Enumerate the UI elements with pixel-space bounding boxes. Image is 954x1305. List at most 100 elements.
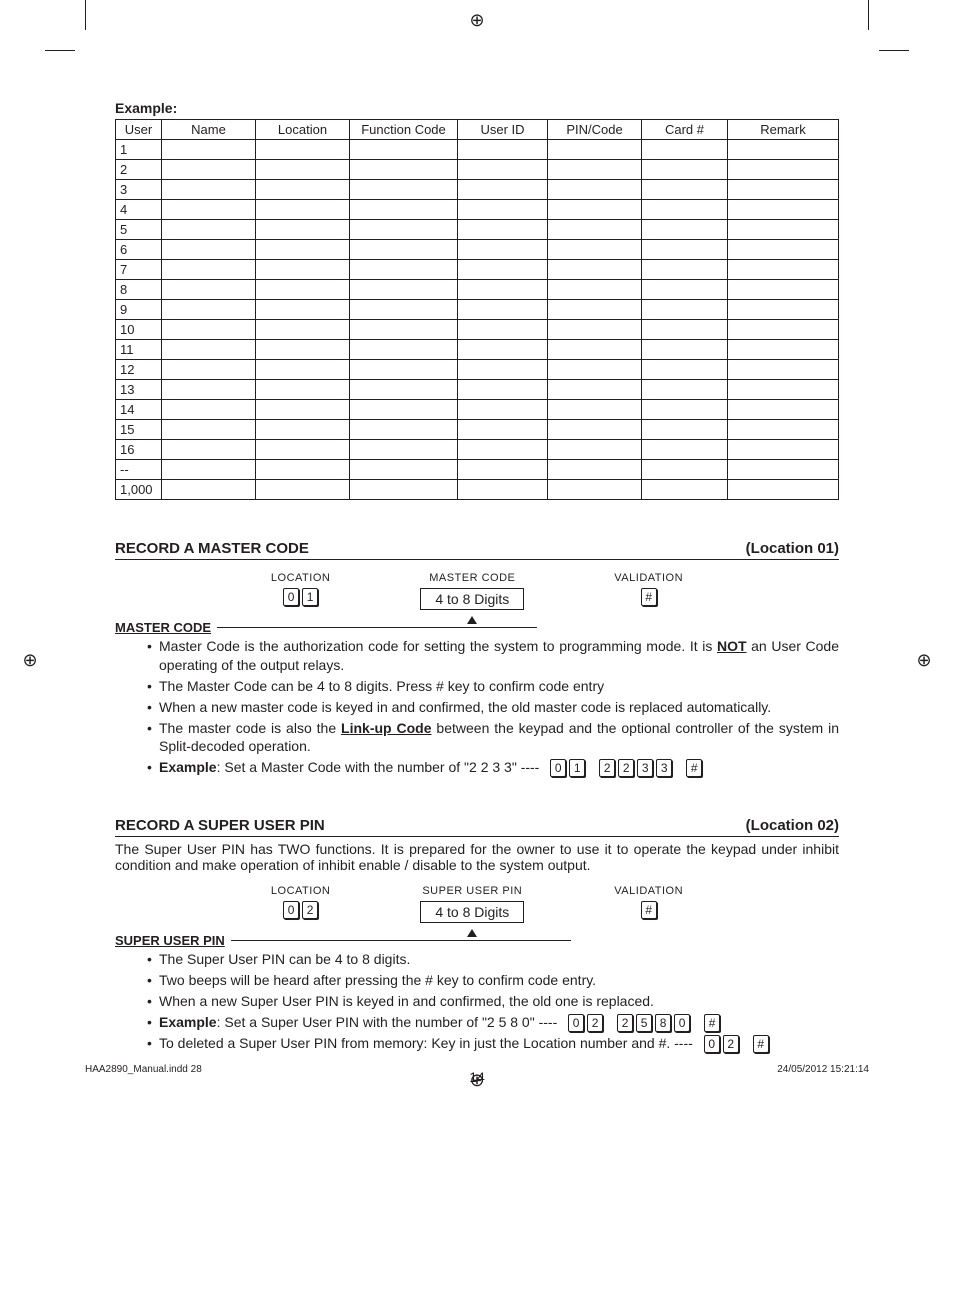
table-row: 4 (116, 200, 839, 220)
section-title-text: RECORD A SUPER USER PIN (115, 817, 325, 834)
table-cell (642, 140, 728, 160)
super-user-bullets: The Super User PIN can be 4 to 8 digits.… (115, 950, 839, 1053)
table-cell (350, 360, 458, 380)
section2-intro: The Super User PIN has TWO functions. It… (115, 841, 839, 873)
crop-mark (45, 50, 75, 51)
diag-label-mastercode: MASTER CODE (429, 572, 515, 584)
table-cell (728, 300, 839, 320)
table-cell (728, 400, 839, 420)
bullet-item: When a new Super User PIN is keyed in an… (147, 992, 839, 1011)
table-cell (642, 360, 728, 380)
table-cell (548, 180, 642, 200)
table-cell (350, 220, 458, 240)
keypad-key: 2 (302, 901, 318, 919)
table-cell (458, 460, 548, 480)
table-cell (350, 280, 458, 300)
footer: HAA2890_Manual.indd 28 24/05/2012 15:21:… (0, 1064, 954, 1075)
table-cell (458, 140, 548, 160)
table-cell (458, 200, 548, 220)
table-cell (256, 420, 350, 440)
table-cell (548, 380, 642, 400)
diag-label-superuserpin: SUPER USER PIN (422, 885, 522, 897)
table-cell (642, 160, 728, 180)
key-hash: # (641, 588, 657, 606)
keypad-key: # (704, 1014, 720, 1032)
table-cell (642, 440, 728, 460)
key-hash: # (641, 901, 657, 919)
table-row: 1,000 (116, 480, 839, 500)
table-cell: 6 (116, 240, 162, 260)
table-cell (458, 420, 548, 440)
table-row: 14 (116, 400, 839, 420)
crop-mark (868, 0, 869, 30)
table-cell (458, 380, 548, 400)
table-cell (548, 280, 642, 300)
table-cell (256, 220, 350, 240)
table-cell (728, 200, 839, 220)
table-cell: 9 (116, 300, 162, 320)
table-cell (728, 140, 839, 160)
table-cell (458, 480, 548, 500)
table-cell (350, 320, 458, 340)
table-cell (162, 480, 256, 500)
table-cell (642, 460, 728, 480)
table-cell (642, 400, 728, 420)
table-cell: -- (116, 460, 162, 480)
keypad-key: 2 (618, 759, 634, 777)
table-cell (162, 200, 256, 220)
table-cell (256, 320, 350, 340)
table-cell: 1 (116, 140, 162, 160)
keypad-key: 3 (656, 759, 672, 777)
keypad-key: 0 (674, 1014, 690, 1032)
table-cell (642, 480, 728, 500)
crop-mark (879, 50, 909, 51)
table-cell (642, 200, 728, 220)
table-cell (350, 480, 458, 500)
table-row: 3 (116, 180, 839, 200)
table-cell (256, 480, 350, 500)
table-cell (642, 340, 728, 360)
table-cell (162, 380, 256, 400)
table-cell (728, 460, 839, 480)
registration-mark-icon: ⊕ (914, 650, 934, 670)
arrow-up-icon (467, 616, 477, 624)
table-header: Card # (642, 120, 728, 140)
keypad-key: 0 (283, 588, 299, 606)
table-cell: 16 (116, 440, 162, 460)
table-header: Name (162, 120, 256, 140)
table-row: 10 (116, 320, 839, 340)
table-cell: 12 (116, 360, 162, 380)
table-cell (458, 160, 548, 180)
table-cell: 8 (116, 280, 162, 300)
bullet-item: Two beeps will be heard after pressing t… (147, 971, 839, 990)
table-row: 1 (116, 140, 839, 160)
keypad-key: 0 (550, 759, 566, 777)
table-cell (548, 160, 642, 180)
table-cell (642, 320, 728, 340)
table-cell (728, 360, 839, 380)
keypad-key: 3 (637, 759, 653, 777)
table-row: 5 (116, 220, 839, 240)
table-cell (458, 280, 548, 300)
table-row: 13 (116, 380, 839, 400)
table-cell (256, 440, 350, 460)
section-title-text: RECORD A MASTER CODE (115, 540, 309, 557)
keypad-key: 0 (704, 1035, 720, 1053)
keypad-key: 2 (617, 1014, 633, 1032)
table-cell (548, 220, 642, 240)
diag-label-location: LOCATION (271, 572, 330, 584)
table-header: Remark (728, 120, 839, 140)
table-cell (548, 400, 642, 420)
keypad-key: 2 (599, 759, 615, 777)
table-cell (642, 180, 728, 200)
bullet-item: The master code is also the Link-up Code… (147, 719, 839, 757)
keypad-key: 1 (302, 588, 318, 606)
connector-line (231, 940, 571, 941)
table-cell (256, 460, 350, 480)
keypad-key: 5 (636, 1014, 652, 1032)
table-cell (548, 340, 642, 360)
table-cell (256, 360, 350, 380)
table-cell: 3 (116, 180, 162, 200)
table-cell (162, 280, 256, 300)
table-cell (728, 260, 839, 280)
